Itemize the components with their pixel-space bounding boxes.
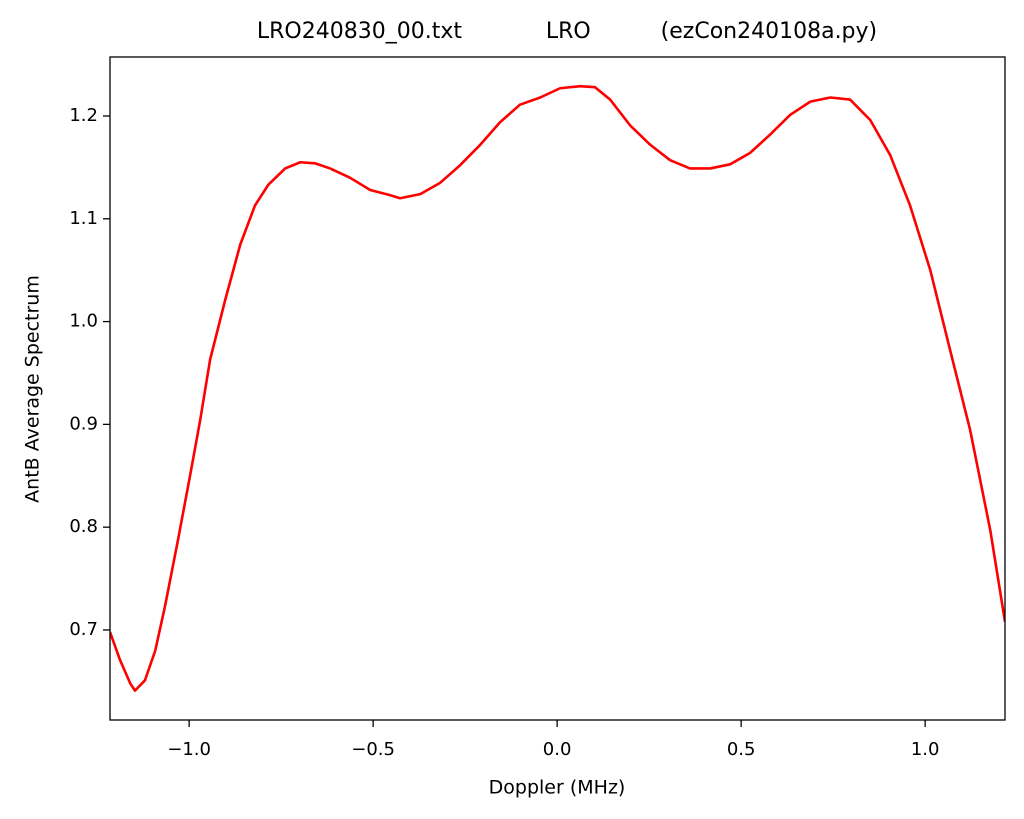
y-tick-label: 1.2 xyxy=(69,105,98,126)
line xyxy=(110,84,1005,692)
y-tick-label: 0.8 xyxy=(69,516,98,537)
x-tick-label: 0.5 xyxy=(727,739,756,760)
y-tick-label: 1.0 xyxy=(69,311,98,332)
y-tick-label: 0.9 xyxy=(69,413,98,434)
y-axis-label: AntB Average Spectrum xyxy=(22,275,44,503)
x-axis-label: Doppler (MHz) xyxy=(489,777,626,799)
plot-frame xyxy=(109,56,1006,721)
x-tick-label: 0.0 xyxy=(543,739,572,760)
x-tick-label: −0.5 xyxy=(351,739,395,760)
y-tick-label: 0.7 xyxy=(69,619,98,640)
x-tick-label: 1.0 xyxy=(911,739,940,760)
y-tick-label: 1.1 xyxy=(69,208,98,229)
chart-title: LRO240830_00.txt LRO (ezCon240108a.py) xyxy=(257,19,877,44)
x-tick-label: −1.0 xyxy=(167,739,211,760)
